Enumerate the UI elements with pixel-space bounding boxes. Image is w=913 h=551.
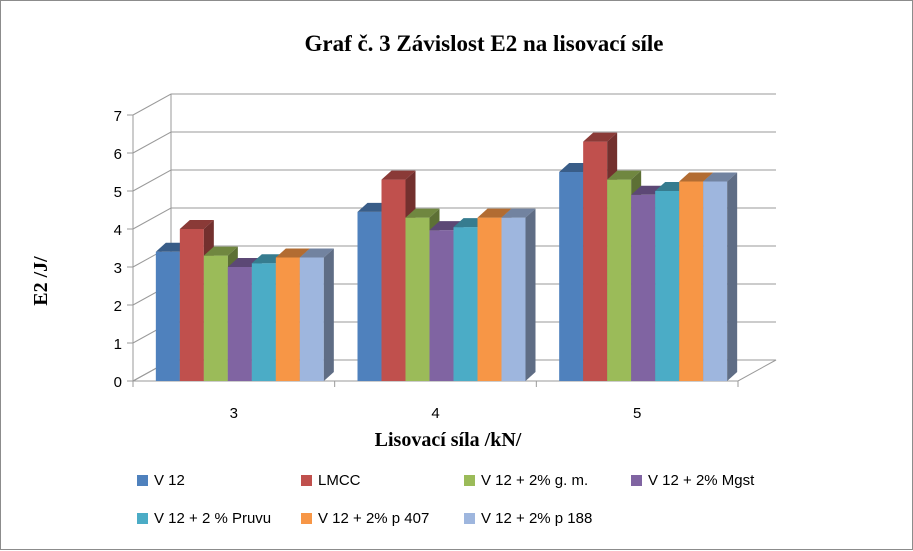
bar-front: [453, 227, 478, 381]
x-tick-label: 3: [230, 405, 238, 422]
legend-swatch: [301, 513, 312, 524]
bar: [703, 172, 738, 381]
bar-top: [381, 170, 416, 180]
bar-front: [703, 181, 728, 381]
y-tick-label: 2: [114, 298, 122, 315]
legend-swatch: [464, 475, 475, 486]
legend-swatch: [301, 475, 312, 486]
legend-item: V 12 + 2% p 188: [464, 510, 592, 527]
y-tick-label: 3: [114, 260, 122, 277]
legend-item: V 12 + 2% p 407: [301, 510, 429, 527]
legend-item: V 12 + 2% Mgst: [631, 472, 755, 489]
bar-top: [299, 248, 334, 258]
legend-label: V 12 + 2% g. m.: [481, 472, 588, 489]
bar-top: [703, 172, 738, 182]
y-tick-label: 7: [114, 108, 122, 125]
bar-front: [155, 251, 180, 381]
bar-front: [299, 257, 324, 381]
bar-front: [679, 181, 704, 381]
bar-front: [203, 255, 228, 381]
y-tick-label: 6: [114, 146, 122, 163]
legend-swatch: [137, 513, 148, 524]
bar-front: [583, 141, 608, 381]
bar-front: [275, 257, 300, 381]
legend-swatch: [631, 475, 642, 486]
bar-top: [405, 208, 440, 218]
legend-item: V 12 + 2 % Pruvu: [137, 510, 271, 527]
y-tick-label: 0: [114, 374, 122, 391]
x-axis-label: Lisovací síla /kN/: [375, 429, 522, 451]
bar-top: [179, 220, 214, 229]
bar: [299, 248, 334, 381]
bar-front: [477, 217, 502, 381]
chart-title: Graf č. 3 Závislost E2 na lisovací síle: [304, 31, 663, 56]
legend-label: V 12: [154, 472, 185, 489]
bar-front: [405, 217, 430, 381]
legend-swatch: [464, 513, 475, 524]
x-tick-label: 5: [633, 405, 641, 422]
bar-front: [179, 229, 204, 381]
bar-front: [655, 191, 680, 381]
y-tick-label: 1: [114, 336, 122, 353]
bar-front: [559, 172, 584, 381]
legend-item: V 12: [137, 472, 185, 489]
plot-area: 0 1 2 3 4 5 6 7 3 4 5: [114, 93, 777, 422]
bar-front: [607, 179, 632, 381]
legend-label: V 12 + 2 % Pruvu: [154, 510, 271, 527]
legend-label: V 12 + 2% p 188: [481, 510, 592, 527]
bar-front: [227, 267, 252, 381]
bar-front: [251, 263, 276, 381]
bar-top: [275, 248, 310, 258]
legend-swatch: [137, 475, 148, 486]
y-axis-label: E2 /J/: [30, 256, 52, 306]
legend-label: V 12 + 2% Mgst: [648, 472, 755, 489]
bar-top: [679, 172, 714, 182]
bar-top: [203, 246, 238, 256]
legend: V 12 LMCC V 12 + 2% g. m. V 12 + 2% Mgst V 1…: [137, 472, 755, 527]
y-tick-label: 5: [114, 184, 122, 201]
bar-side: [525, 208, 536, 381]
x-tick-label: 4: [431, 405, 439, 422]
bar-side: [323, 248, 334, 381]
bar: [501, 208, 536, 381]
bar-front: [631, 194, 656, 381]
y-tick-label: 4: [114, 222, 122, 239]
legend-label: V 12 + 2% p 407: [318, 510, 429, 527]
legend-label: LMCC: [318, 472, 361, 489]
bar-front: [501, 217, 526, 381]
legend-item: V 12 + 2% g. m.: [464, 472, 588, 489]
bar-top: [501, 208, 536, 218]
bar-front: [357, 211, 382, 381]
bar-side: [727, 172, 738, 381]
bar-top: [477, 208, 512, 218]
bar-top: [583, 132, 618, 142]
legend-item: LMCC: [301, 472, 361, 489]
bar-front: [381, 179, 406, 381]
bar-top: [607, 170, 642, 180]
bar-front: [429, 230, 454, 381]
